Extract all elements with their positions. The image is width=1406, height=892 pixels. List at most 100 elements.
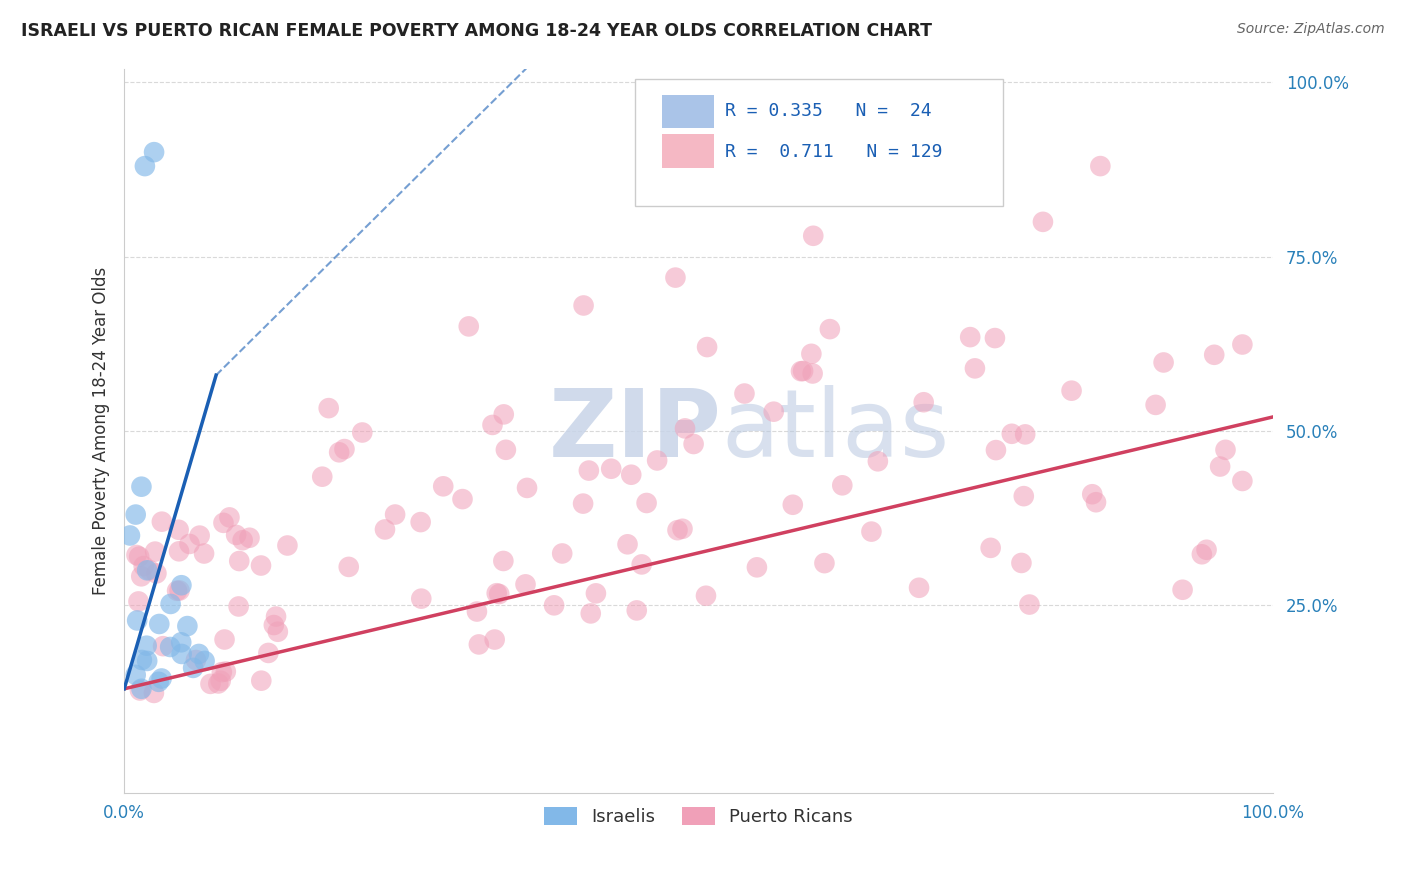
Point — [894, 180, 917, 194]
Point — [166, 583, 188, 598]
Point — [465, 605, 488, 619]
Point — [318, 401, 340, 416]
Point — [664, 270, 686, 285]
Point — [129, 683, 152, 698]
Point — [352, 425, 374, 440]
Point — [866, 454, 889, 468]
Point — [620, 467, 643, 482]
Point — [1232, 474, 1254, 488]
Point — [645, 453, 668, 467]
Point — [1081, 487, 1104, 501]
Point — [333, 442, 356, 456]
Point — [148, 674, 170, 689]
Point — [984, 331, 1007, 345]
Point — [626, 603, 648, 617]
Point — [225, 528, 247, 542]
Point — [131, 480, 153, 494]
Point — [337, 560, 360, 574]
Text: Source: ZipAtlas.com: Source: ZipAtlas.com — [1237, 22, 1385, 37]
FancyBboxPatch shape — [662, 95, 714, 128]
Point — [170, 578, 193, 592]
Point — [1232, 337, 1254, 351]
Point — [131, 653, 153, 667]
Point — [267, 624, 290, 639]
Point — [572, 298, 595, 312]
Point — [328, 445, 350, 459]
Point — [142, 686, 165, 700]
Point — [485, 586, 508, 600]
Point — [143, 145, 166, 160]
Point — [238, 531, 260, 545]
Point — [860, 524, 883, 539]
Point — [831, 478, 853, 492]
Point — [959, 330, 981, 344]
Point — [409, 515, 432, 529]
Point — [488, 587, 510, 601]
Point — [384, 508, 406, 522]
Text: ISRAELI VS PUERTO RICAN FEMALE POVERTY AMONG 18-24 YEAR OLDS CORRELATION CHART: ISRAELI VS PUERTO RICAN FEMALE POVERTY A… — [21, 22, 932, 40]
FancyBboxPatch shape — [662, 135, 714, 168]
Point — [311, 469, 333, 483]
Point — [673, 421, 696, 435]
Point — [1012, 489, 1035, 503]
Point — [1144, 398, 1167, 412]
Point — [515, 577, 537, 591]
Point — [695, 589, 717, 603]
Point — [1032, 215, 1054, 229]
Point — [1191, 547, 1213, 561]
Point — [1215, 442, 1237, 457]
Point — [179, 537, 201, 551]
Point — [167, 544, 190, 558]
Point — [257, 646, 280, 660]
Point — [1014, 427, 1036, 442]
Point — [159, 640, 181, 654]
Text: ZIP: ZIP — [548, 385, 721, 477]
Point — [276, 539, 298, 553]
Point — [150, 672, 173, 686]
Point — [495, 442, 517, 457]
Point — [135, 639, 157, 653]
Point — [1153, 355, 1175, 369]
Point — [801, 367, 824, 381]
Text: atlas: atlas — [721, 385, 949, 477]
Point — [228, 599, 250, 614]
Point — [145, 566, 167, 581]
Point — [468, 637, 491, 651]
Point — [152, 639, 174, 653]
Point — [127, 614, 149, 628]
Point — [745, 180, 768, 194]
Point — [572, 497, 595, 511]
Point — [411, 591, 433, 606]
Point — [125, 668, 148, 682]
Point — [457, 319, 479, 334]
Point — [1010, 556, 1032, 570]
Point — [215, 665, 238, 679]
Point — [228, 554, 250, 568]
Point — [682, 437, 704, 451]
Point — [578, 464, 600, 478]
Point — [585, 586, 607, 600]
Point — [264, 609, 287, 624]
Point — [170, 647, 193, 661]
Point — [666, 523, 689, 537]
Point — [200, 677, 222, 691]
Point — [733, 386, 755, 401]
Point — [492, 408, 515, 422]
Point — [129, 569, 152, 583]
Point — [792, 364, 814, 378]
Point — [432, 479, 454, 493]
Point — [136, 563, 159, 577]
Point — [630, 558, 652, 572]
Text: R =  0.711   N = 129: R = 0.711 N = 129 — [725, 143, 942, 161]
Point — [148, 617, 170, 632]
Point — [136, 654, 159, 668]
Point — [818, 322, 841, 336]
Point — [143, 544, 166, 558]
Point — [974, 131, 997, 145]
Point — [374, 523, 396, 537]
Point — [138, 563, 160, 577]
Point — [543, 599, 565, 613]
Legend: Israelis, Puerto Ricans: Israelis, Puerto Ricans — [536, 797, 862, 835]
Point — [516, 481, 538, 495]
Point — [181, 661, 204, 675]
